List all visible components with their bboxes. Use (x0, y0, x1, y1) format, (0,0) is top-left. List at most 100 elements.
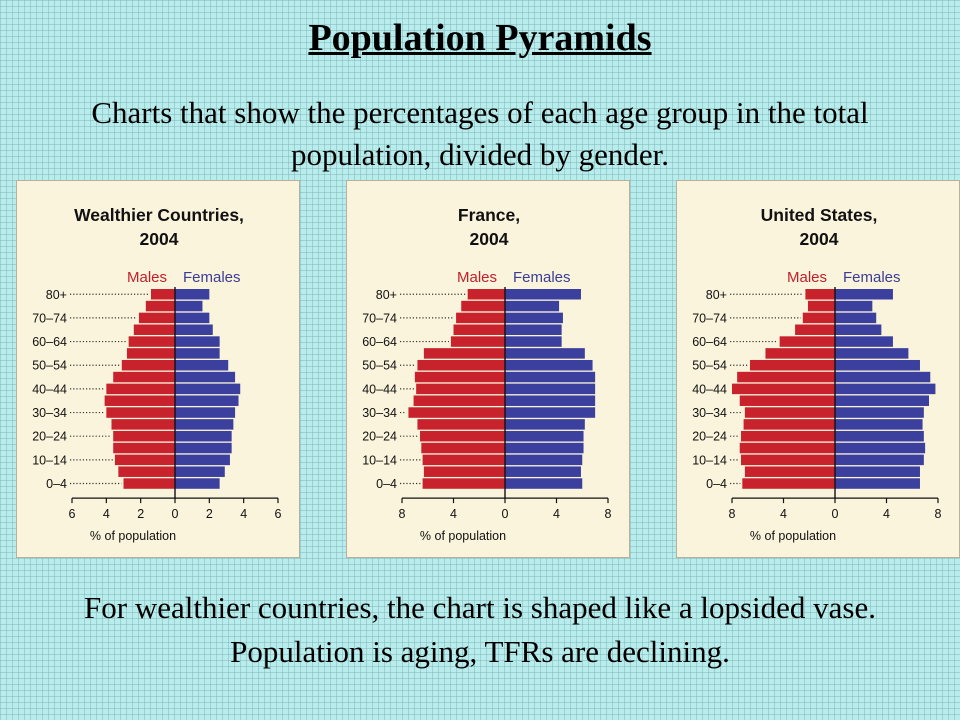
chart1-bar-males-70-74 (456, 312, 505, 324)
chart1-bar-females-55-59 (505, 348, 585, 359)
chart1-bar-males-35-39 (413, 395, 505, 406)
chart2-bar-males-70-74 (802, 312, 835, 324)
chart2-x-tick-label-3: 4 (883, 507, 890, 521)
chart1-bar-males-50-54 (417, 359, 505, 371)
chart1-bar-males-80 (467, 289, 505, 300)
chart0-bar-females-65-69 (175, 324, 213, 335)
chart0-age-label-70-74: 70–74 (32, 311, 67, 325)
chart1-age-label-0-4: 0–4 (376, 477, 397, 491)
chart0-age-label-40-44: 40–44 (32, 382, 67, 396)
chart2-bar-males-75-79 (807, 300, 835, 312)
chart1-age-label-70-74: 70–74 (362, 311, 397, 325)
chart0-x-axis-label: % of population (90, 529, 176, 543)
chart2-legend-males: Males (787, 269, 827, 286)
chart0-age-label-30-34: 30–34 (32, 406, 67, 420)
pyramid-chart-wealthier: Wealthier Countries, 2004 Males Females 80+ 7… (32, 205, 281, 543)
chart0-bar-females-5-9 (175, 466, 225, 477)
chart2-bar-males-30-34 (744, 407, 835, 418)
chart1-bar-males-25-29 (417, 419, 505, 430)
chart1-bar-females-35-39 (505, 395, 596, 406)
chart0-age-label-0-4: 0–4 (46, 477, 67, 491)
chart1-bar-females-45-49 (505, 371, 596, 383)
chart2-bar-males-10-14 (741, 454, 835, 466)
chart2-bar-females-75-79 (835, 300, 873, 312)
chart0-bar-males-5-9 (118, 466, 175, 477)
chart0-bar-males-15-19 (113, 442, 175, 454)
chart1-bar-males-60-64 (450, 336, 505, 347)
chart2-x-tick-label-0: 8 (729, 507, 736, 521)
chart1-age-label-20-24: 20–24 (362, 430, 397, 444)
chart1-age-label-30-34: 30–34 (362, 406, 397, 420)
chart2-legend-females: Females (843, 269, 901, 286)
slide-title: Population Pyramids (308, 17, 652, 59)
chart2-bar-females-65-69 (835, 324, 882, 335)
chart0-age-label-20-24: 20–24 (32, 430, 67, 444)
chart1-bar-males-75-79 (461, 300, 505, 312)
chart2-bar-females-30-34 (835, 407, 924, 418)
chart2-x-tick-label-2: 0 (832, 507, 839, 521)
chart2-title-line-1: 2004 (800, 229, 839, 249)
chart2-bar-females-50-54 (835, 359, 920, 371)
chart1-x-tick-label-0: 8 (399, 507, 406, 521)
chart2-bar-males-15-19 (739, 442, 835, 454)
chart0-bar-females-25-29 (175, 419, 234, 430)
chart0-x-tick-label-5: 4 (240, 507, 247, 521)
chart1-bar-males-15-19 (421, 442, 505, 454)
chart0-bar-males-55-59 (126, 348, 175, 359)
chart2-x-tick-label-4: 8 (935, 507, 942, 521)
chart1-age-label-10-14: 10–14 (362, 453, 397, 467)
chart0-bar-females-15-19 (175, 442, 232, 454)
chart0-bar-males-75-79 (145, 300, 175, 312)
chart0-bar-males-40-44 (106, 383, 175, 395)
chart2-bar-males-60-64 (779, 336, 835, 347)
chart1-bar-females-20-24 (505, 430, 584, 442)
chart1-bar-females-65-69 (505, 324, 562, 335)
pyramid-panel-united-states: United States, 2004 Males Females 80+ 70–74 60… (676, 180, 960, 558)
chart1-bar-males-65-69 (453, 324, 505, 335)
chart0-x-tick-label-2: 2 (137, 507, 144, 521)
chart2-age-label-10-14: 10–14 (692, 453, 727, 467)
chart0-bar-males-35-39 (104, 395, 175, 406)
chart2-bar-males-45-49 (737, 371, 835, 383)
chart1-bar-females-25-29 (505, 419, 585, 430)
chart2-bar-females-20-24 (835, 430, 924, 442)
chart2-bar-females-55-59 (835, 348, 909, 359)
chart1-bar-males-20-24 (420, 430, 505, 442)
chart0-legend-females: Females (183, 269, 241, 286)
chart0-bar-females-40-44 (175, 383, 241, 395)
chart0-bar-males-50-54 (121, 359, 175, 371)
chart0-age-label-80: 80+ (46, 288, 67, 302)
chart2-age-label-0-4: 0–4 (706, 477, 727, 491)
chart1-title-line-0: France, (458, 205, 520, 225)
chart1-bar-males-55-59 (423, 348, 505, 359)
chart1-bar-females-60-64 (505, 336, 562, 347)
chart1-x-axis-label: % of population (420, 529, 506, 543)
chart0-age-label-60-64: 60–64 (32, 335, 67, 349)
chart2-bar-females-60-64 (835, 336, 893, 347)
chart2-age-label-20-24: 20–24 (692, 430, 727, 444)
chart0-x-tick-label-3: 0 (172, 507, 179, 521)
chart1-bar-males-5-9 (423, 466, 505, 477)
chart2-bar-males-35-39 (739, 395, 835, 406)
chart1-bar-females-50-54 (505, 359, 593, 371)
chart1-legend-males: Males (457, 269, 497, 286)
chart0-x-tick-label-4: 2 (206, 507, 213, 521)
chart1-bar-males-30-34 (408, 407, 505, 418)
pyramid-panel-wealthier: Wealthier Countries, 2004 Males Females 80+ 7… (16, 180, 300, 558)
chart1-legend-females: Females (513, 269, 571, 286)
chart0-title-line-1: 2004 (140, 229, 179, 249)
chart0-bar-females-35-39 (175, 395, 239, 406)
chart2-bar-males-80 (805, 289, 835, 300)
chart0-bar-females-50-54 (175, 359, 229, 371)
chart1-age-label-60-64: 60–64 (362, 335, 397, 349)
chart0-x-tick-label-0: 6 (69, 507, 76, 521)
chart1-bar-females-10-14 (505, 454, 583, 466)
chart0-bar-males-60-64 (128, 336, 175, 347)
chart0-bar-males-45-49 (113, 371, 175, 383)
chart0-bar-females-75-79 (175, 300, 203, 312)
chart0-legend-males: Males (127, 269, 167, 286)
chart2-bar-males-20-24 (741, 430, 835, 442)
chart2-age-label-60-64: 60–64 (692, 335, 727, 349)
chart2-age-label-50-54: 50–54 (692, 359, 727, 373)
pyramid-panel-france: France, 2004 Males Females 80+ 70–74 60–64 50–5… (346, 180, 630, 558)
